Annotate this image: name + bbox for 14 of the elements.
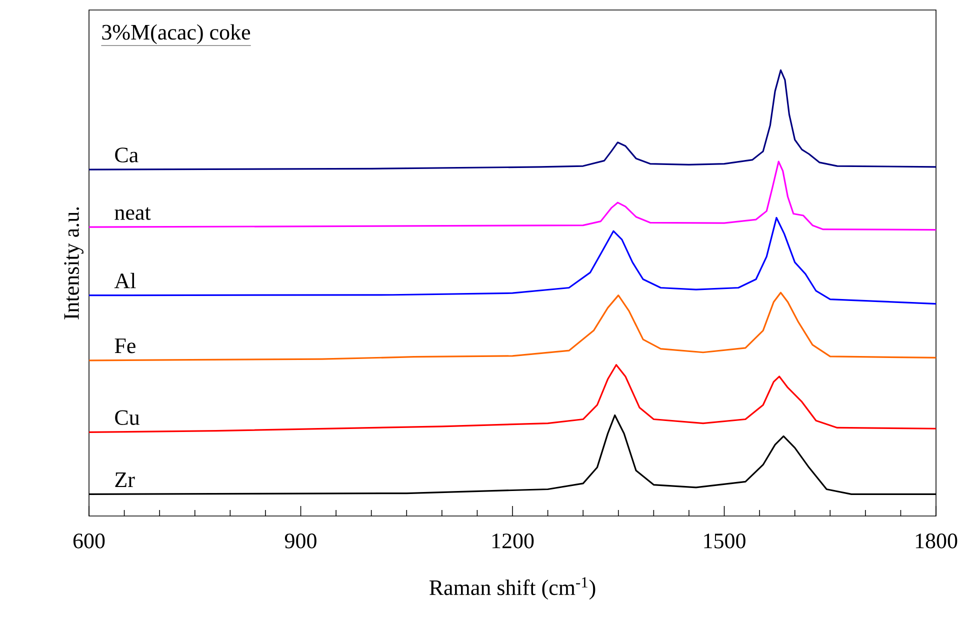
x-tick-label: 1800 <box>916 534 958 548</box>
series-label: Al <box>114 272 136 288</box>
x-tick-label: 1200 <box>492 534 534 548</box>
series-label: Zr <box>115 472 135 487</box>
y-axis-title: Intensity a.u. <box>64 207 84 320</box>
x-tick-label: 1500 <box>704 534 746 548</box>
series-label: neat <box>114 207 151 220</box>
x-tick-label: 900 <box>284 534 316 548</box>
series-label: Fe <box>114 338 136 354</box>
chart-title: 3%M(acac) coke <box>102 24 250 44</box>
series-label: Ca <box>115 148 138 162</box>
series-label: Cu <box>115 410 140 425</box>
x-axis-title: Raman shift (cm$^{-1}$) <box>430 577 596 600</box>
x-tick-label: 600 <box>73 534 105 548</box>
